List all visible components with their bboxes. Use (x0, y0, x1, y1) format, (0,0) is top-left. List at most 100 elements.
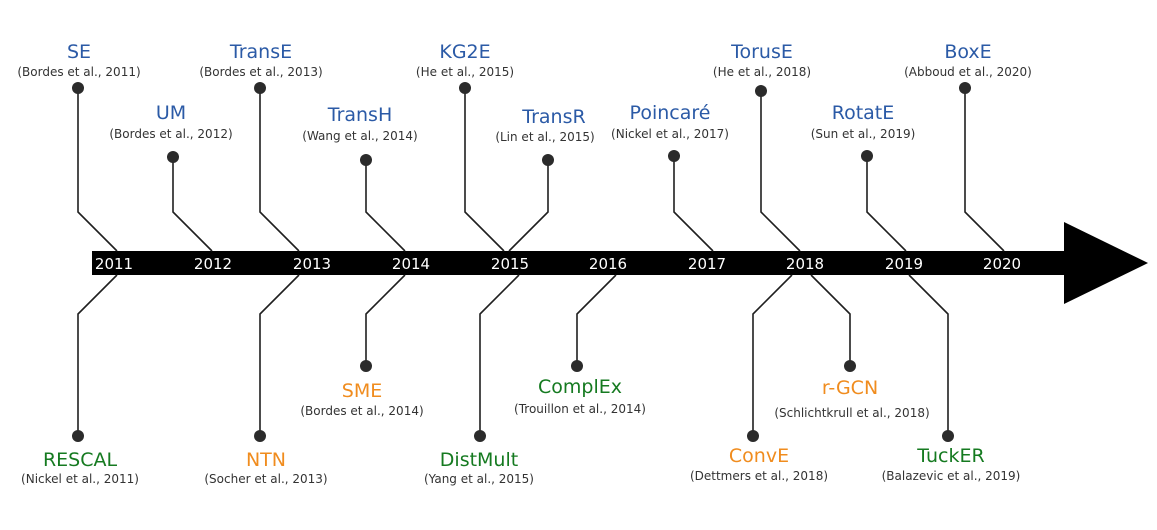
model-rescal: RESCAL (Nickel et al., 2011) (21, 274, 139, 486)
timeline-bar (92, 251, 1066, 275)
model-name: TransR (521, 106, 585, 128)
model-complex: ComplEx (Trouillon et al., 2014) (514, 274, 646, 416)
connector-line (172, 157, 213, 252)
connector-line (77, 274, 118, 436)
connector-line (259, 88, 300, 252)
marker-dot (668, 150, 680, 162)
marker-dot (254, 430, 266, 442)
model-toruse: TorusE (He et al., 2018) (713, 41, 811, 252)
model-citation: (Bordes et al., 2011) (17, 65, 140, 79)
model-citation: (Bordes et al., 2014) (300, 404, 423, 418)
year-label-2012: 2012 (194, 255, 232, 273)
model-name: Poincaré (630, 102, 711, 124)
marker-dot (167, 151, 179, 163)
model-name: RotatE (832, 102, 895, 124)
model-name: ConvE (729, 445, 789, 467)
model-um: UM (Bordes et al., 2012) (109, 102, 233, 252)
connector-line (866, 156, 907, 252)
year-label-2018: 2018 (786, 255, 824, 273)
model-citation: (Socher et al., 2013) (204, 472, 327, 486)
marker-dot (542, 154, 554, 166)
model-name: SME (342, 380, 382, 402)
connector-line (508, 160, 549, 252)
model-transe: TransE (Bordes et al., 2013) (199, 41, 323, 252)
model-transh: TransH (Wang et al., 2014) (302, 104, 418, 252)
marker-dot (72, 82, 84, 94)
connector-line (259, 274, 300, 436)
model-conve: ConvE (Dettmers et al., 2018) (690, 274, 828, 483)
model-citation: (Sun et al., 2019) (811, 127, 916, 141)
timeline-arrowhead (1064, 222, 1148, 304)
year-label-2013: 2013 (293, 255, 331, 273)
marker-dot (459, 82, 471, 94)
model-citation: (Trouillon et al., 2014) (514, 402, 646, 416)
connector-line (77, 88, 118, 252)
model-citation: (Bordes et al., 2012) (109, 127, 232, 141)
model-citation: (He et al., 2018) (713, 65, 811, 79)
model-name: TransE (229, 41, 292, 63)
year-label-2020: 2020 (983, 255, 1021, 273)
model-poincare: Poincaré (Nickel et al., 2017) (611, 102, 729, 252)
model-name: TuckER (916, 445, 984, 467)
model-name: RESCAL (43, 449, 118, 471)
marker-dot (72, 430, 84, 442)
model-citation: (Nickel et al., 2011) (21, 472, 139, 486)
connector-line (964, 88, 1005, 252)
marker-dot (959, 82, 971, 94)
model-name: SE (67, 41, 91, 63)
model-name: KG2E (439, 41, 490, 63)
connector-line (365, 274, 406, 366)
model-boxe: BoxE (Abboud et al., 2020) (904, 41, 1032, 252)
model-name: DistMult (440, 449, 518, 471)
model-transr: TransR (Lin et al., 2015) (495, 106, 595, 252)
marker-dot (360, 360, 372, 372)
connector-line (576, 274, 617, 366)
model-citation: (He et al., 2015) (416, 65, 514, 79)
model-citation: (Yang et al., 2015) (424, 472, 534, 486)
model-name: TorusE (730, 41, 793, 63)
marker-dot (254, 82, 266, 94)
connector-line (810, 274, 851, 366)
model-citation: (Abboud et al., 2020) (904, 65, 1032, 79)
marker-dot (360, 154, 372, 166)
connector-line (673, 156, 714, 252)
connector-line (752, 274, 793, 436)
model-name: ComplEx (538, 376, 622, 398)
year-label-2014: 2014 (392, 255, 430, 273)
model-citation: (Bordes et al., 2013) (199, 65, 322, 79)
marker-dot (861, 150, 873, 162)
marker-dot (942, 430, 954, 442)
marker-dot (474, 430, 486, 442)
model-tucker: TuckER (Balazevic et al., 2019) (882, 274, 1021, 483)
connector-line (365, 160, 406, 252)
model-name: BoxE (944, 41, 991, 63)
connector-line (464, 88, 505, 252)
timeline-axis (92, 222, 1148, 304)
year-label-2019: 2019 (885, 255, 923, 273)
model-name: TransH (327, 104, 393, 126)
year-label-2016: 2016 (589, 255, 627, 273)
marker-dot (571, 360, 583, 372)
year-label-2017: 2017 (688, 255, 726, 273)
model-distmult: DistMult (Yang et al., 2015) (424, 274, 534, 486)
year-labels: 2011 2012 2013 2014 2015 2016 2017 2018 … (95, 255, 1021, 273)
year-label-2011: 2011 (95, 255, 133, 273)
model-ntn: NTN (Socher et al., 2013) (204, 274, 328, 486)
connector-line (760, 91, 801, 252)
model-kg2e: KG2E (He et al., 2015) (416, 41, 514, 252)
connector-line (908, 274, 949, 436)
model-citation: (Balazevic et al., 2019) (882, 469, 1021, 483)
model-rotate: RotatE (Sun et al., 2019) (811, 102, 916, 252)
model-citation: (Dettmers et al., 2018) (690, 469, 828, 483)
model-name: UM (156, 102, 186, 124)
marker-dot (844, 360, 856, 372)
marker-dot (755, 85, 767, 97)
model-name: NTN (246, 449, 286, 471)
marker-dot (747, 430, 759, 442)
model-name: r-GCN (822, 377, 878, 399)
model-citation: (Lin et al., 2015) (495, 130, 594, 144)
connector-line (479, 274, 520, 436)
model-citation: (Schlichtkrull et al., 2018) (774, 406, 929, 420)
model-se: SE (Bordes et al., 2011) (17, 41, 141, 252)
